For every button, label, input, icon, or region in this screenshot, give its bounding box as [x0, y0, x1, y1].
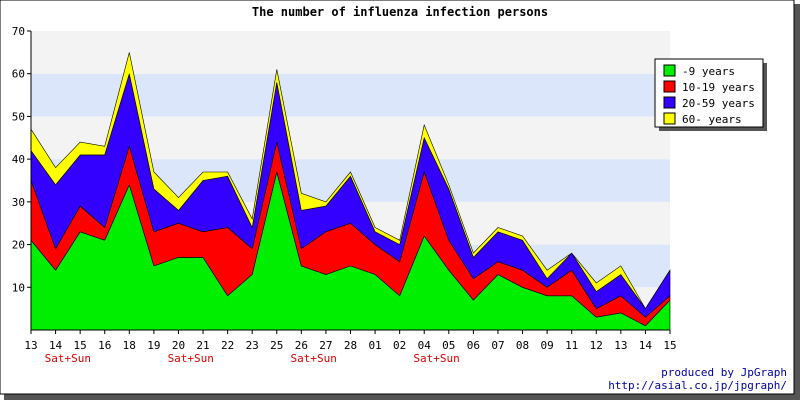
x-tick-label: 27 [319, 339, 332, 352]
x-tick-label: 05 [442, 339, 455, 352]
weekend-label: Sat+Sun [413, 352, 459, 365]
y-tick-label: 40 [12, 153, 25, 166]
x-tick-label: 18 [123, 339, 136, 352]
x-tick-label: 15 [74, 339, 87, 352]
x-tick-label: 21 [196, 339, 209, 352]
x-tick-label: 19 [147, 339, 160, 352]
x-tick-label: 02 [393, 339, 406, 352]
weekend-labels: Sat+Sun Sat+Sun Sat+Sun Sat+Sun [45, 352, 460, 365]
x-tick-label: 07 [491, 339, 504, 352]
weekend-label: Sat+Sun [168, 352, 214, 365]
x-tick-label: 06 [467, 339, 480, 352]
x-tick-label: 26 [295, 339, 308, 352]
plot-axes [27, 30, 671, 334]
y-tick-label: 50 [12, 110, 25, 123]
legend-label: 10-19 years [682, 81, 755, 94]
credits-producer: produced by JpGraph [661, 366, 787, 379]
weekend-label: Sat+Sun [290, 352, 336, 365]
x-tick-label: 13 [614, 339, 627, 352]
x-tick-label: 04 [418, 339, 432, 352]
y-tick-label: 30 [12, 196, 25, 209]
x-tick-label: 09 [540, 339, 553, 352]
x-tick-labels: 13 14 15 16 18 19 20 21 22 23 25 26 27 28 01 02 04 05 06 07… [24, 339, 676, 352]
x-tick-label: 13 [24, 339, 37, 352]
y-tick-labels: 10 20 30 40 50 60 70 [12, 25, 25, 294]
legend-swatch [663, 80, 676, 93]
legend: -9 years 10-19 years 20-59 years 60- years [654, 58, 767, 131]
y-tick-label: 60 [12, 68, 25, 81]
legend-label: -9 years [682, 65, 735, 78]
x-tick-label: 01 [368, 339, 381, 352]
x-tick-label: 14 [49, 339, 63, 352]
x-tick-label: 15 [663, 339, 676, 352]
x-tick-label: 28 [344, 339, 357, 352]
x-tick-label: 22 [221, 339, 234, 352]
y-tick-label: 70 [12, 25, 25, 38]
x-tick-label: 20 [172, 339, 185, 352]
y-tick-label: 10 [12, 281, 25, 294]
x-tick-label: 08 [516, 339, 529, 352]
x-tick-label: 12 [590, 339, 603, 352]
legend-label: 20-59 years [682, 97, 755, 110]
weekend-label: Sat+Sun [45, 352, 91, 365]
legend-items: -9 years 10-19 years 20-59 years 60- years [663, 64, 755, 126]
y-tick-label: 20 [12, 239, 25, 252]
legend-label: 60- years [682, 113, 742, 126]
x-tick-label: 11 [565, 339, 578, 352]
legend-swatch [663, 96, 676, 109]
x-tick-label: 25 [270, 339, 283, 352]
grid-band [31, 31, 670, 74]
x-tick-label: 16 [98, 339, 111, 352]
legend-swatch [663, 112, 676, 125]
credits-url[interactable]: http://asial.co.jp/jpgraph/ [608, 379, 787, 392]
series-area-4 [30, 52, 671, 310]
legend-swatch [663, 64, 676, 77]
x-tick-label: 23 [246, 339, 259, 352]
chart-title: The number of influenza infection person… [252, 5, 548, 19]
x-tick-label: 14 [639, 339, 653, 352]
